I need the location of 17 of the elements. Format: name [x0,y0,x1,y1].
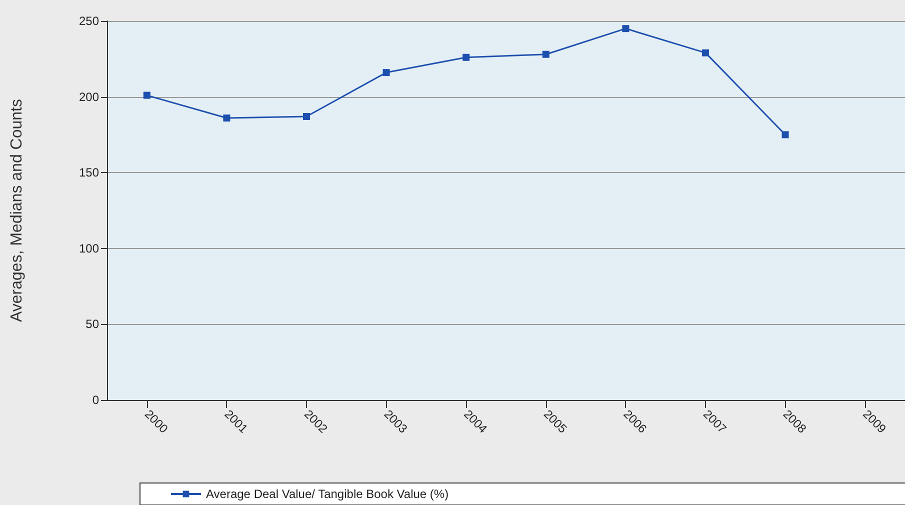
point [702,49,709,56]
point [542,50,550,58]
legend-label: Average Deal Value/ Tangible Book Value (%) [206,487,449,501]
point [782,131,789,138]
point [303,113,310,120]
point [382,69,390,76]
point [622,25,630,32]
y-tick-label: 150 [78,166,100,180]
y-tick-label: 50 [86,317,100,332]
y-axis-title: Averages, Medians and Counts [8,99,26,322]
y-tick-label: 100 [78,241,100,256]
point [143,92,150,99]
y-tick-label: 200 [78,90,100,104]
y-tick-label: 0 [92,393,100,407]
point [223,114,230,122]
point [462,54,470,61]
y-tick-label: 250 [78,14,100,28]
